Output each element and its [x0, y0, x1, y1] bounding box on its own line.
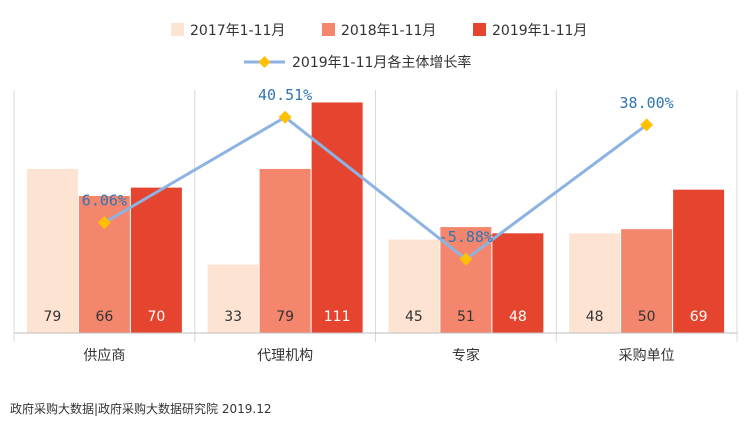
legend-swatch-2018年1-11月 — [322, 23, 335, 36]
legend-label-growth-rate: 2019年1-11月各主体增长率 — [292, 54, 471, 71]
bar-2017年1-11月-采购单位 — [569, 233, 621, 333]
bar-value-label: 111 — [324, 309, 351, 325]
growth-rate-marker-专家 — [459, 252, 473, 266]
category-label-专家: 专家 — [452, 347, 480, 364]
growth-rate-label: 38.00% — [620, 94, 674, 112]
bar-value-label: 70 — [147, 309, 165, 325]
growth-rate-label: 40.51% — [258, 86, 312, 104]
bar-value-label: 51 — [457, 309, 475, 325]
bar-value-label: 33 — [224, 309, 242, 325]
legend-label-2019年1-11月: 2019年1-11月 — [492, 23, 587, 39]
legend-line-marker — [258, 56, 271, 68]
bar-value-label: 48 — [509, 309, 527, 325]
bar-2017年1-11月-代理机构 — [207, 264, 259, 333]
legend-label-2018年1-11月: 2018年1-11月 — [341, 23, 436, 39]
growth-rate-marker-代理机构 — [278, 110, 292, 124]
bar-2019年1-11月-代理机构 — [311, 102, 363, 333]
bar-2018年1-11月-采购单位 — [621, 229, 673, 333]
growth-rate-marker-供应商 — [97, 216, 111, 230]
bar-2019年1-11月-供应商 — [130, 187, 182, 333]
bar-2017年1-11月-供应商 — [26, 168, 78, 333]
bar-value-label: 79 — [43, 309, 61, 325]
category-label-采购单位: 采购单位 — [619, 348, 675, 364]
bar-value-label: 79 — [276, 309, 294, 325]
category-label-代理机构: 代理机构 — [257, 348, 313, 364]
legend-swatch-2019年1-11月 — [473, 23, 486, 36]
growth-rate-label: 6.06% — [82, 192, 127, 210]
bar-2019年1-11月-采购单位 — [673, 189, 725, 333]
legend-swatch-2017年1-11月 — [171, 23, 184, 36]
growth-rate-label: -5.88% — [439, 228, 493, 246]
category-label-供应商: 供应商 — [83, 347, 125, 364]
bar-value-label: 66 — [95, 309, 113, 325]
bar-value-label: 50 — [638, 309, 656, 325]
bar-value-label: 48 — [586, 309, 604, 325]
growth-rate-line — [103, 115, 648, 261]
bar-2018年1-11月-代理机构 — [259, 168, 311, 333]
bar-value-label: 69 — [690, 309, 708, 325]
growth-rate-marker-采购单位 — [640, 118, 654, 132]
legend-label-2017年1-11月: 2017年1-11月 — [190, 23, 285, 39]
source-caption: 政府采购大数据|政府采购大数据研究院 2019.12 — [10, 402, 272, 416]
bar-2017年1-11月-专家 — [388, 239, 440, 333]
bar-2019年1-11月-专家 — [492, 233, 544, 333]
bar-value-label: 45 — [405, 309, 423, 325]
